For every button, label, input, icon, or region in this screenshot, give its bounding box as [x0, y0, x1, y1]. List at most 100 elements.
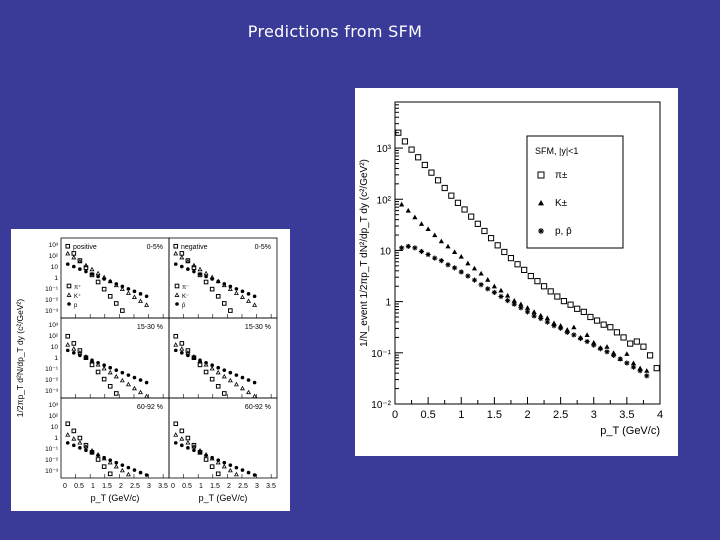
data-point — [498, 287, 504, 293]
x-axis-label: p_T (GeV/c) — [199, 493, 248, 503]
data-point — [239, 385, 245, 391]
data-point — [90, 358, 94, 363]
x-tick-label: 2 — [119, 483, 123, 490]
data-point — [186, 446, 190, 450]
data-point — [209, 286, 215, 292]
data-point — [399, 245, 405, 251]
data-point — [233, 290, 239, 295]
data-point — [240, 468, 245, 472]
data-point — [173, 348, 178, 353]
data-point — [72, 443, 76, 448]
data-point — [216, 279, 221, 284]
data-point — [571, 324, 577, 330]
data-point — [144, 302, 150, 307]
data-point — [246, 389, 252, 395]
data-point — [395, 129, 402, 136]
data-point — [173, 243, 179, 249]
data-point — [96, 274, 100, 279]
data-point — [461, 206, 468, 213]
data-point — [197, 266, 203, 272]
data-point — [203, 369, 209, 375]
panel-frame — [168, 397, 278, 479]
data-point — [203, 279, 209, 285]
series-2 — [399, 243, 650, 379]
legend-marker — [174, 283, 180, 289]
data-point — [185, 348, 191, 353]
data-point — [246, 292, 251, 296]
x-tick-label: 2.5 — [553, 409, 568, 421]
data-point — [191, 444, 197, 449]
data-point — [132, 289, 137, 294]
data-point — [617, 356, 623, 362]
x-tick-label: 0.5 — [182, 483, 192, 490]
data-point — [538, 312, 544, 318]
data-point — [119, 286, 125, 292]
data-point — [203, 270, 209, 276]
data-point — [228, 370, 233, 375]
y-tick-label: 10⁻¹ — [45, 366, 59, 373]
x-axis-label: p_T (GeV/c) — [600, 425, 660, 437]
legend-marker — [66, 283, 72, 289]
data-point — [65, 243, 71, 249]
data-point — [228, 463, 233, 467]
data-point — [95, 270, 101, 276]
data-point — [471, 265, 478, 271]
data-point — [185, 258, 191, 264]
panel-centrality-label: 15-30 % — [245, 324, 271, 331]
data-point — [221, 373, 227, 379]
data-point — [481, 227, 488, 235]
data-point — [138, 470, 143, 475]
legend-label: π⁻ — [182, 285, 189, 291]
data-point — [478, 270, 484, 276]
right-figure-svg: 0 0.5 1 1.5 2 2.5 3 3.5 4 10⁻² 10⁻¹ 1 10 10² 10³ p_T (G… — [359, 101, 663, 437]
x-tick-label: 1 — [458, 409, 464, 421]
panel-centrality-label: 60-92 % — [245, 404, 271, 411]
data-point — [501, 248, 508, 256]
data-point — [452, 249, 458, 255]
data-point — [198, 450, 202, 455]
data-point — [113, 391, 119, 396]
legend-label: p — [74, 303, 78, 309]
x-tick-label: 3 — [255, 483, 259, 490]
data-point — [101, 376, 107, 382]
data-point — [412, 214, 418, 220]
data-point — [119, 467, 125, 473]
data-point — [425, 226, 431, 232]
x-tick-label: 1.5 — [487, 409, 502, 421]
data-point — [102, 277, 106, 281]
data-point — [240, 375, 245, 380]
data-point — [101, 365, 107, 371]
y-tick-label: 10⁻² — [45, 457, 59, 464]
data-point — [445, 262, 451, 268]
legend-marker — [67, 302, 71, 306]
data-point — [491, 283, 497, 289]
data-point — [83, 262, 89, 268]
data-point — [577, 335, 584, 342]
data-point — [186, 353, 190, 358]
y-tick-label: 1 — [54, 275, 58, 282]
data-point — [425, 251, 431, 258]
data-point — [624, 360, 630, 366]
data-point — [531, 313, 537, 319]
data-point — [77, 258, 83, 264]
legend-label: p̄ — [182, 303, 186, 309]
data-point — [114, 282, 119, 286]
data-point — [65, 421, 71, 427]
data-point — [239, 294, 245, 299]
x-tick-label: 1 — [91, 483, 95, 490]
data-point — [65, 432, 71, 437]
data-point — [173, 421, 179, 427]
data-point — [432, 255, 438, 261]
data-point — [210, 363, 214, 368]
data-point — [597, 346, 603, 352]
data-point — [240, 289, 245, 294]
data-point — [222, 282, 227, 286]
data-point — [126, 465, 131, 470]
data-point — [180, 264, 184, 269]
data-point — [108, 458, 113, 462]
data-point — [71, 346, 77, 351]
data-point — [547, 288, 554, 295]
data-point — [485, 277, 491, 282]
data-point — [432, 232, 438, 238]
x-tick-label: 2.5 — [238, 483, 248, 490]
